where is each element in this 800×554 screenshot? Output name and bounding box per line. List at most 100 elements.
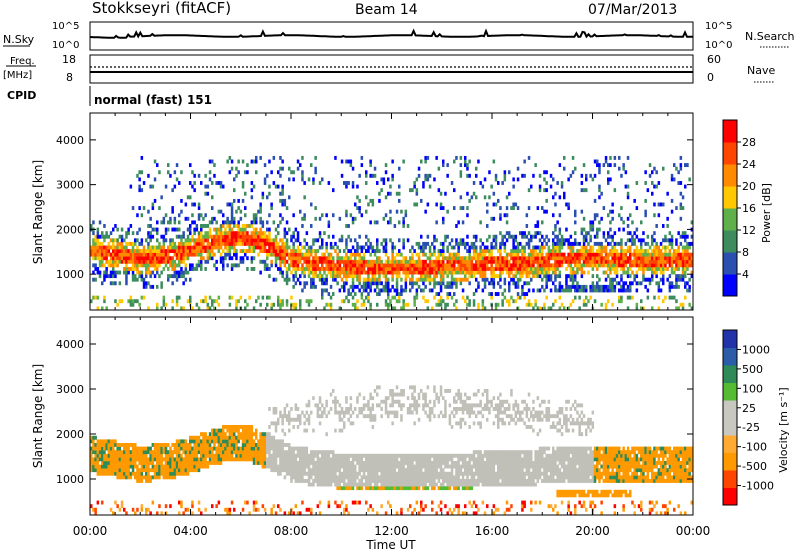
power-cell	[173, 270, 177, 275]
power-cell	[424, 270, 427, 275]
power-cell	[307, 267, 311, 271]
power-cell	[624, 252, 628, 257]
power-cell	[272, 245, 276, 250]
velocity-cell	[103, 461, 106, 465]
power-cell	[204, 238, 207, 243]
velocity-cell	[140, 504, 144, 509]
power-cell	[307, 263, 311, 268]
power-cell	[343, 259, 346, 264]
power-cell	[571, 284, 575, 289]
power-cell	[354, 202, 357, 207]
power-cell	[156, 227, 159, 232]
power-cell	[655, 267, 658, 271]
velocity-cell	[219, 457, 223, 462]
velocity-cell	[127, 443, 130, 447]
power-cell	[494, 202, 498, 207]
velocity-cell	[274, 410, 278, 415]
power-cell	[653, 231, 656, 236]
power-cell	[195, 227, 199, 232]
power-cell	[365, 270, 368, 275]
power-cell	[246, 224, 249, 228]
freq-panel-frame	[89, 54, 694, 84]
velocity-cell	[285, 443, 289, 447]
power-cell	[140, 295, 144, 300]
power-cell	[169, 263, 172, 268]
power-cell	[576, 281, 579, 286]
power-cell	[129, 299, 133, 304]
power-cell	[213, 173, 216, 178]
power-cell	[389, 191, 392, 196]
power-cell	[321, 295, 324, 300]
power-cell	[508, 252, 511, 257]
power-cell	[433, 245, 436, 250]
power-cell	[158, 241, 161, 246]
power-cell	[532, 256, 535, 261]
power-cell	[92, 249, 95, 253]
power-cell	[435, 292, 438, 296]
velocity-cell	[261, 446, 265, 451]
power-cell	[358, 277, 361, 282]
power-cell	[384, 245, 388, 250]
power-cell	[558, 252, 562, 257]
velocity-cell	[123, 453, 126, 458]
power-cell	[470, 256, 474, 261]
velocity-cell	[268, 425, 271, 429]
velocity-cell	[204, 461, 207, 465]
power-cell	[435, 256, 438, 261]
power-cell	[512, 206, 515, 211]
power-cell	[211, 181, 214, 185]
power-cell	[307, 249, 311, 253]
power-cell	[347, 249, 350, 253]
power-cell	[486, 259, 489, 264]
power-cell	[530, 270, 533, 275]
velocity-cell	[318, 468, 322, 473]
power-cell	[125, 263, 128, 268]
power-cell	[96, 234, 100, 239]
velocity-cell	[310, 453, 313, 458]
power-cell	[171, 306, 174, 311]
power-cell	[369, 252, 372, 257]
power-cell	[246, 234, 249, 239]
power-cell	[426, 173, 430, 178]
velocity-cell	[202, 443, 205, 447]
power-cell	[250, 256, 254, 261]
power-cell	[635, 302, 639, 307]
power-cell	[565, 274, 568, 279]
power-cell	[228, 234, 232, 239]
power-cell	[312, 284, 315, 289]
power-cell	[103, 274, 106, 279]
power-cell	[193, 249, 196, 253]
power-cell	[624, 256, 628, 261]
power-cell	[226, 216, 229, 221]
power-cell	[523, 173, 526, 178]
power-cell	[686, 267, 689, 271]
power-cell	[140, 259, 144, 264]
power-cell	[662, 166, 665, 171]
power-cell	[406, 274, 410, 279]
power-cell	[483, 252, 487, 257]
power-cell	[340, 299, 344, 304]
power-cell	[620, 241, 623, 246]
power-cell	[582, 252, 586, 257]
power-cell	[455, 224, 458, 228]
power-cell	[213, 241, 216, 246]
power-cell	[455, 306, 458, 311]
colorbar-tick-label: 20	[742, 180, 756, 193]
velocity-cell	[270, 439, 273, 444]
power-cell	[398, 252, 401, 257]
power-cell	[459, 241, 463, 246]
power-cell	[464, 263, 467, 268]
power-cell	[607, 241, 610, 246]
velocity-cell	[182, 450, 185, 455]
power-cell	[98, 252, 102, 257]
power-cell	[204, 234, 207, 239]
power-cell	[477, 263, 480, 268]
power-cell	[314, 274, 317, 279]
power-cell	[369, 259, 372, 264]
power-cell	[541, 259, 544, 264]
velocity-cell	[167, 475, 170, 480]
power-cell	[644, 256, 647, 261]
velocity-cell	[274, 457, 278, 462]
velocity-cell	[208, 450, 212, 455]
power-cell	[171, 188, 174, 193]
